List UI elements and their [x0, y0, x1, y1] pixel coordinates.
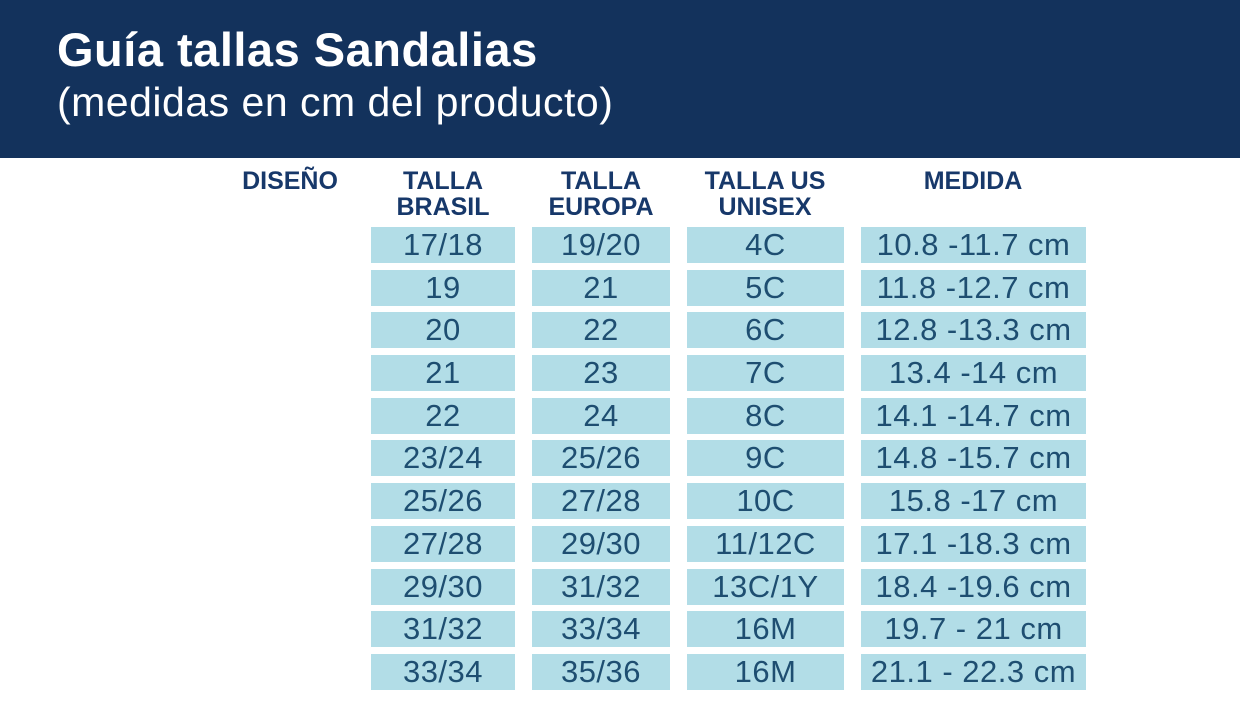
table-cell-europa: 25/26 — [532, 440, 670, 477]
page-title: Guía tallas Sandalias — [57, 23, 538, 76]
table-cell-medida: 14.8 -15.7 cm — [861, 440, 1086, 477]
table-cell-us: 16M — [687, 653, 844, 690]
header-banner: Guía tallas Sandalias (medidas en cm del… — [0, 0, 1240, 158]
table-cell-us: 13C/1Y — [687, 568, 844, 605]
table-cell-brasil: 23/24 — [371, 440, 515, 477]
table-cell-brasil: 17/18 — [371, 227, 515, 263]
table-cell-europa: 35/36 — [532, 653, 670, 690]
table-cell-brasil: 19 — [371, 269, 515, 306]
table-cell-europa: 31/32 — [532, 568, 670, 605]
table-cell-medida: 15.8 -17 cm — [861, 483, 1086, 520]
table-cell-brasil: 25/26 — [371, 483, 515, 520]
column-header-talla-europa: TALLA EUROPA — [548, 167, 654, 221]
table-cell-brasil: 33/34 — [371, 653, 515, 690]
table-cell-europa: 33/34 — [532, 611, 670, 648]
table-cell-medida: 12.8 -13.3 cm — [861, 312, 1086, 349]
table-cell-medida: 19.7 - 21 cm — [861, 611, 1086, 648]
table-cell-europa: 19/20 — [532, 227, 670, 263]
table-cell-europa: 23 — [532, 355, 670, 392]
table-cell-us: 7C — [687, 355, 844, 392]
column-header-medida: MEDIDA — [923, 167, 1023, 195]
table-cell-us: 4C — [687, 227, 844, 263]
table-cell-us: 10C — [687, 483, 844, 520]
table-cell-brasil: 20 — [371, 312, 515, 349]
table-cell-us: 11/12C — [687, 525, 844, 562]
page-subtitle: (medidas en cm del producto) — [57, 79, 614, 125]
table-cell-us: 16M — [687, 611, 844, 648]
table-cell-brasil: 27/28 — [371, 525, 515, 562]
table-cell-brasil: 22 — [371, 397, 515, 434]
table-cell-brasil: 29/30 — [371, 568, 515, 605]
table-cell-medida: 14.1 -14.7 cm — [861, 397, 1086, 434]
column-header-talla-us-unisex: TALLA US UNISEX — [704, 167, 826, 221]
table-cell-europa: 29/30 — [532, 525, 670, 562]
table-cell-medida: 10.8 -11.7 cm — [861, 227, 1086, 263]
table-cell-medida: 17.1 -18.3 cm — [861, 525, 1086, 562]
table-cell-brasil: 31/32 — [371, 611, 515, 648]
table-cell-brasil: 21 — [371, 355, 515, 392]
table-cell-europa: 27/28 — [532, 483, 670, 520]
table-cell-europa: 22 — [532, 312, 670, 349]
size-table: 17/18 19/20 4C 10.8 -11.7 cm 19 21 5C 11… — [371, 227, 1086, 690]
table-cell-us: 5C — [687, 269, 844, 306]
table-cell-us: 8C — [687, 397, 844, 434]
table-cell-us: 6C — [687, 312, 844, 349]
table-cell-medida: 21.1 - 22.3 cm — [861, 653, 1086, 690]
column-header-talla-brasil: TALLA BRASIL — [396, 167, 490, 221]
table-cell-medida: 11.8 -12.7 cm — [861, 269, 1086, 306]
table-cell-europa: 21 — [532, 269, 670, 306]
column-header-diseno: DISEÑO — [242, 167, 338, 195]
table-cell-europa: 24 — [532, 397, 670, 434]
table-cell-medida: 18.4 -19.6 cm — [861, 568, 1086, 605]
table-cell-medida: 13.4 -14 cm — [861, 355, 1086, 392]
table-cell-us: 9C — [687, 440, 844, 477]
